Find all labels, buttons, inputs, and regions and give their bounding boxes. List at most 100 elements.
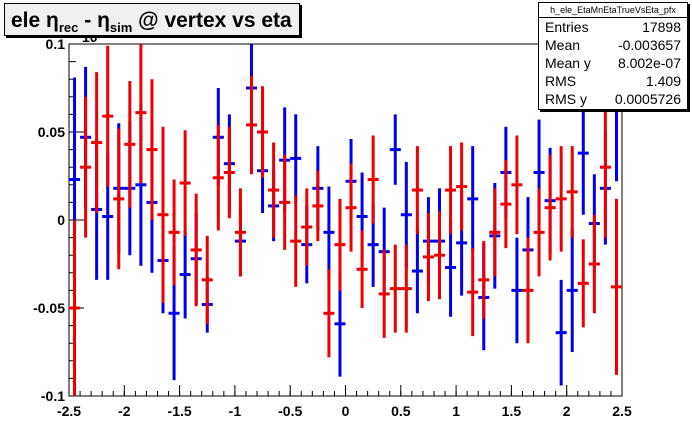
data-point [179,230,191,319]
data-point [102,45,114,187]
stats-row-rms: RMS 1.409 [539,72,687,90]
data-point [500,160,512,249]
x-tick-label: 1 [452,403,460,419]
data-point [190,193,202,307]
data-point [533,188,545,277]
data-point [234,188,246,277]
data-point [146,79,158,220]
data-point [257,86,269,178]
data-point [389,114,401,185]
data-point [290,114,302,203]
x-tick-label: 1.5 [502,403,522,419]
x-tick-label: 2 [563,403,571,419]
data-point [422,212,434,301]
data-points [69,44,622,396]
data-point [478,241,490,319]
data-point [356,230,368,308]
data-point [456,142,468,231]
data-point [566,228,578,352]
data-point [323,269,335,358]
x-tick-label: -0.5 [278,403,302,419]
data-point [445,146,457,235]
title-sub-rec: rec [58,20,79,36]
y-axis: -0.1 -0.05 0 0.05 0.1 [33,36,84,404]
stats-row-rms-y: RMS y 0.0005726 [539,90,687,108]
y-tick-label: 0 [57,212,65,228]
title-minus: - [78,9,98,32]
data-point [522,237,534,344]
data-point [168,179,180,286]
data-point [445,218,457,317]
x-tick-label: -2 [118,403,131,419]
data-point [411,146,423,235]
data-point [124,80,136,208]
data-point [80,96,92,238]
data-point [511,135,523,235]
stats-row-mean: Mean -0.003657 [539,36,687,54]
stats-label: Mean y [545,55,591,71]
title-prefix: ele [11,9,47,32]
data-point [599,96,611,238]
data-point [268,142,280,238]
x-tick-label: 2.5 [612,403,632,419]
data-point [223,126,235,219]
data-point [201,235,213,324]
data-point [378,249,390,338]
data-point [511,237,523,344]
y-tick-label: -0.1 [41,388,65,404]
data-point [301,188,313,266]
x-tick-label: -1 [229,403,242,419]
stats-row-entries: Entries 17898 [539,18,687,36]
data-point [489,188,501,277]
data-point [577,91,589,215]
data-point [69,220,81,396]
stats-value: 1.409 [645,73,681,89]
data-point [411,228,423,314]
data-point [467,146,479,252]
data-point [577,239,589,328]
title-suffix: @ vertex vs eta [132,9,292,32]
data-point [290,195,302,287]
stats-value: 17898 [642,19,681,35]
title-eta-rec: η [46,9,59,32]
y-tick-label: 0.05 [38,124,65,140]
stats-label: RMS [545,73,577,89]
stats-box: h_ele_EtaMnEtaTrueVsEta_pfx Entries 17898… [538,2,688,110]
data-point [367,135,379,224]
data-point [245,75,258,175]
x-tick-label: 0.5 [391,403,411,419]
y-tick-label: -0.05 [33,300,65,316]
data-point [157,126,169,303]
y-tick-label: 0.1 [46,36,66,52]
data-point [323,186,335,279]
data-point [312,170,324,242]
x-tick-label: 0 [342,403,350,419]
data-point [334,198,346,291]
data-point [179,130,191,236]
x-tick-label: -1.5 [168,403,192,419]
data-point [588,214,600,314]
data-point [91,72,103,213]
data-point [544,154,556,261]
data-point [566,146,578,238]
data-point [555,279,567,386]
plot-title: ele ηrec - ηsim @ vertex vs eta [4,3,300,36]
title-eta-sim: η [97,9,110,32]
data-point [610,198,622,375]
data-point [113,128,125,270]
stats-row-mean-y: Mean y 8.002e-07 [539,54,687,72]
data-point [467,248,479,337]
data-point [135,44,147,184]
data-point [345,163,357,252]
title-sub-sim: sim [109,20,133,36]
data-point [279,154,291,250]
stats-value: 8.002e-07 [617,55,681,71]
x-tick-label: -2.5 [57,403,81,419]
data-point [400,244,412,333]
x-axis: -2.5 -2 -1.5 -1 -0.5 0 0.5 1 1.5 2 2.5 [57,385,632,419]
data-point [212,124,224,231]
stats-value: -0.003657 [617,37,681,53]
stats-label: Mean [545,37,581,53]
stats-value: 0.0005726 [614,91,681,107]
data-point [433,211,446,300]
